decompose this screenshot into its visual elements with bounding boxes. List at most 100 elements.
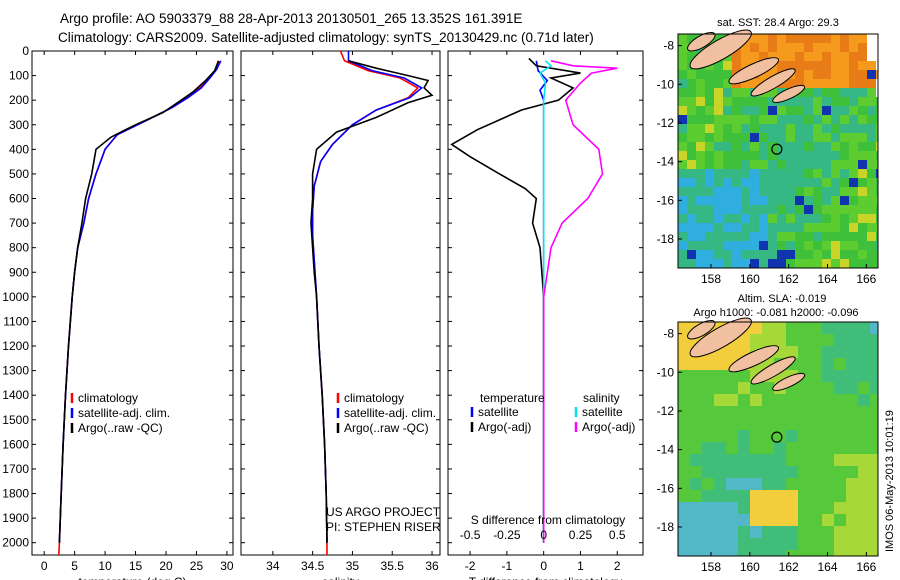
map-x-tick-label: 162: [779, 560, 799, 574]
map-cell: [810, 334, 822, 346]
map-cell: [804, 151, 813, 160]
y-tick-label: 200: [9, 93, 29, 107]
map-cell: [810, 406, 822, 418]
map-cell: [786, 52, 795, 61]
map-cell: [804, 79, 813, 88]
map-cell: [870, 454, 878, 466]
map-cell: [798, 466, 810, 478]
series-line: [58, 60, 220, 543]
map-cell: [678, 232, 687, 241]
map-cell: [846, 334, 858, 346]
map-cell: [858, 334, 870, 346]
map-cell: [804, 61, 813, 70]
map-cell: [849, 106, 858, 115]
map-cell: [858, 442, 870, 454]
map-cell: [834, 442, 846, 454]
map-cell: [777, 232, 786, 241]
map-cell: [759, 196, 768, 205]
map-cell: [795, 106, 804, 115]
map-cell: [762, 478, 774, 490]
map-cell: [741, 259, 750, 268]
map-cell: [690, 526, 702, 538]
map-cell: [822, 205, 831, 214]
map-cell: [714, 142, 723, 151]
map-cell: [849, 52, 858, 61]
map-cell: [804, 97, 813, 106]
map-cell: [834, 526, 846, 538]
map-cell: [849, 214, 858, 223]
map-cell: [774, 478, 786, 490]
map-cell: [768, 43, 777, 52]
map-cell: [831, 187, 840, 196]
map-cell: [858, 514, 870, 526]
map-cell: [702, 358, 714, 370]
map-cell: [840, 187, 849, 196]
map-cell: [750, 241, 759, 250]
map-cell: [822, 214, 831, 223]
legend-label: satellite: [478, 405, 519, 419]
map-cell: [831, 97, 840, 106]
map-cell: [822, 478, 834, 490]
map-cell: [867, 169, 876, 178]
map-cell: [750, 178, 759, 187]
map-cell: [867, 97, 876, 106]
map-cell: [846, 478, 858, 490]
map-cell: [702, 430, 714, 442]
map-cell: [810, 478, 822, 490]
map-cell: [762, 406, 774, 418]
map-cell: [834, 550, 846, 556]
map-cell: [798, 334, 810, 346]
legend-label: Argo(..raw -QC): [78, 421, 163, 435]
map-cell: [687, 97, 696, 106]
map-cell: [846, 358, 858, 370]
map-cell: [750, 115, 759, 124]
map-cell: [840, 214, 849, 223]
map-cell: [813, 196, 822, 205]
map-cell: [759, 52, 768, 61]
map-cell: [777, 259, 786, 268]
map-frame: [677, 321, 879, 557]
map-cell: [696, 187, 705, 196]
map-cell: [810, 418, 822, 430]
map-cell: [870, 442, 878, 454]
panel-frame: [31, 50, 234, 556]
map-cell: [714, 358, 726, 370]
map-cell: [738, 442, 750, 454]
map-cell: [876, 106, 878, 115]
map-cell: [795, 187, 804, 196]
map-cell: [846, 406, 858, 418]
map-cell: [840, 61, 849, 70]
y-tick-label: 300: [9, 118, 29, 132]
map-cell: [690, 490, 702, 502]
map-cell: [813, 34, 822, 43]
map-cell: [867, 79, 876, 88]
map-cell: [714, 370, 726, 382]
island-shape: [728, 345, 780, 373]
map-cell: [774, 502, 786, 514]
map-cell: [705, 214, 714, 223]
map-cell: [858, 406, 870, 418]
map-cell: [705, 97, 714, 106]
map-cell: [786, 346, 798, 358]
map-cell: [849, 250, 858, 259]
map-cell: [810, 370, 822, 382]
x-tick-label: 36: [425, 559, 439, 573]
y-tick-label: 500: [9, 167, 29, 181]
map-cell: [849, 241, 858, 250]
map-cell: [804, 106, 813, 115]
map-cell: [774, 466, 786, 478]
map-cell: [876, 241, 878, 250]
map-cell: [840, 124, 849, 133]
map-cell: [750, 106, 759, 115]
map-cell: [813, 70, 822, 79]
map-cell: [798, 442, 810, 454]
map-cell: [858, 502, 870, 514]
map-cell: [738, 538, 750, 550]
map-cell: [870, 502, 878, 514]
map-cell: [786, 250, 795, 259]
map-cell: [759, 205, 768, 214]
map-cell: [786, 502, 798, 514]
map-cell: [846, 526, 858, 538]
map-cell: [768, 52, 777, 61]
map-cell: [705, 232, 714, 241]
